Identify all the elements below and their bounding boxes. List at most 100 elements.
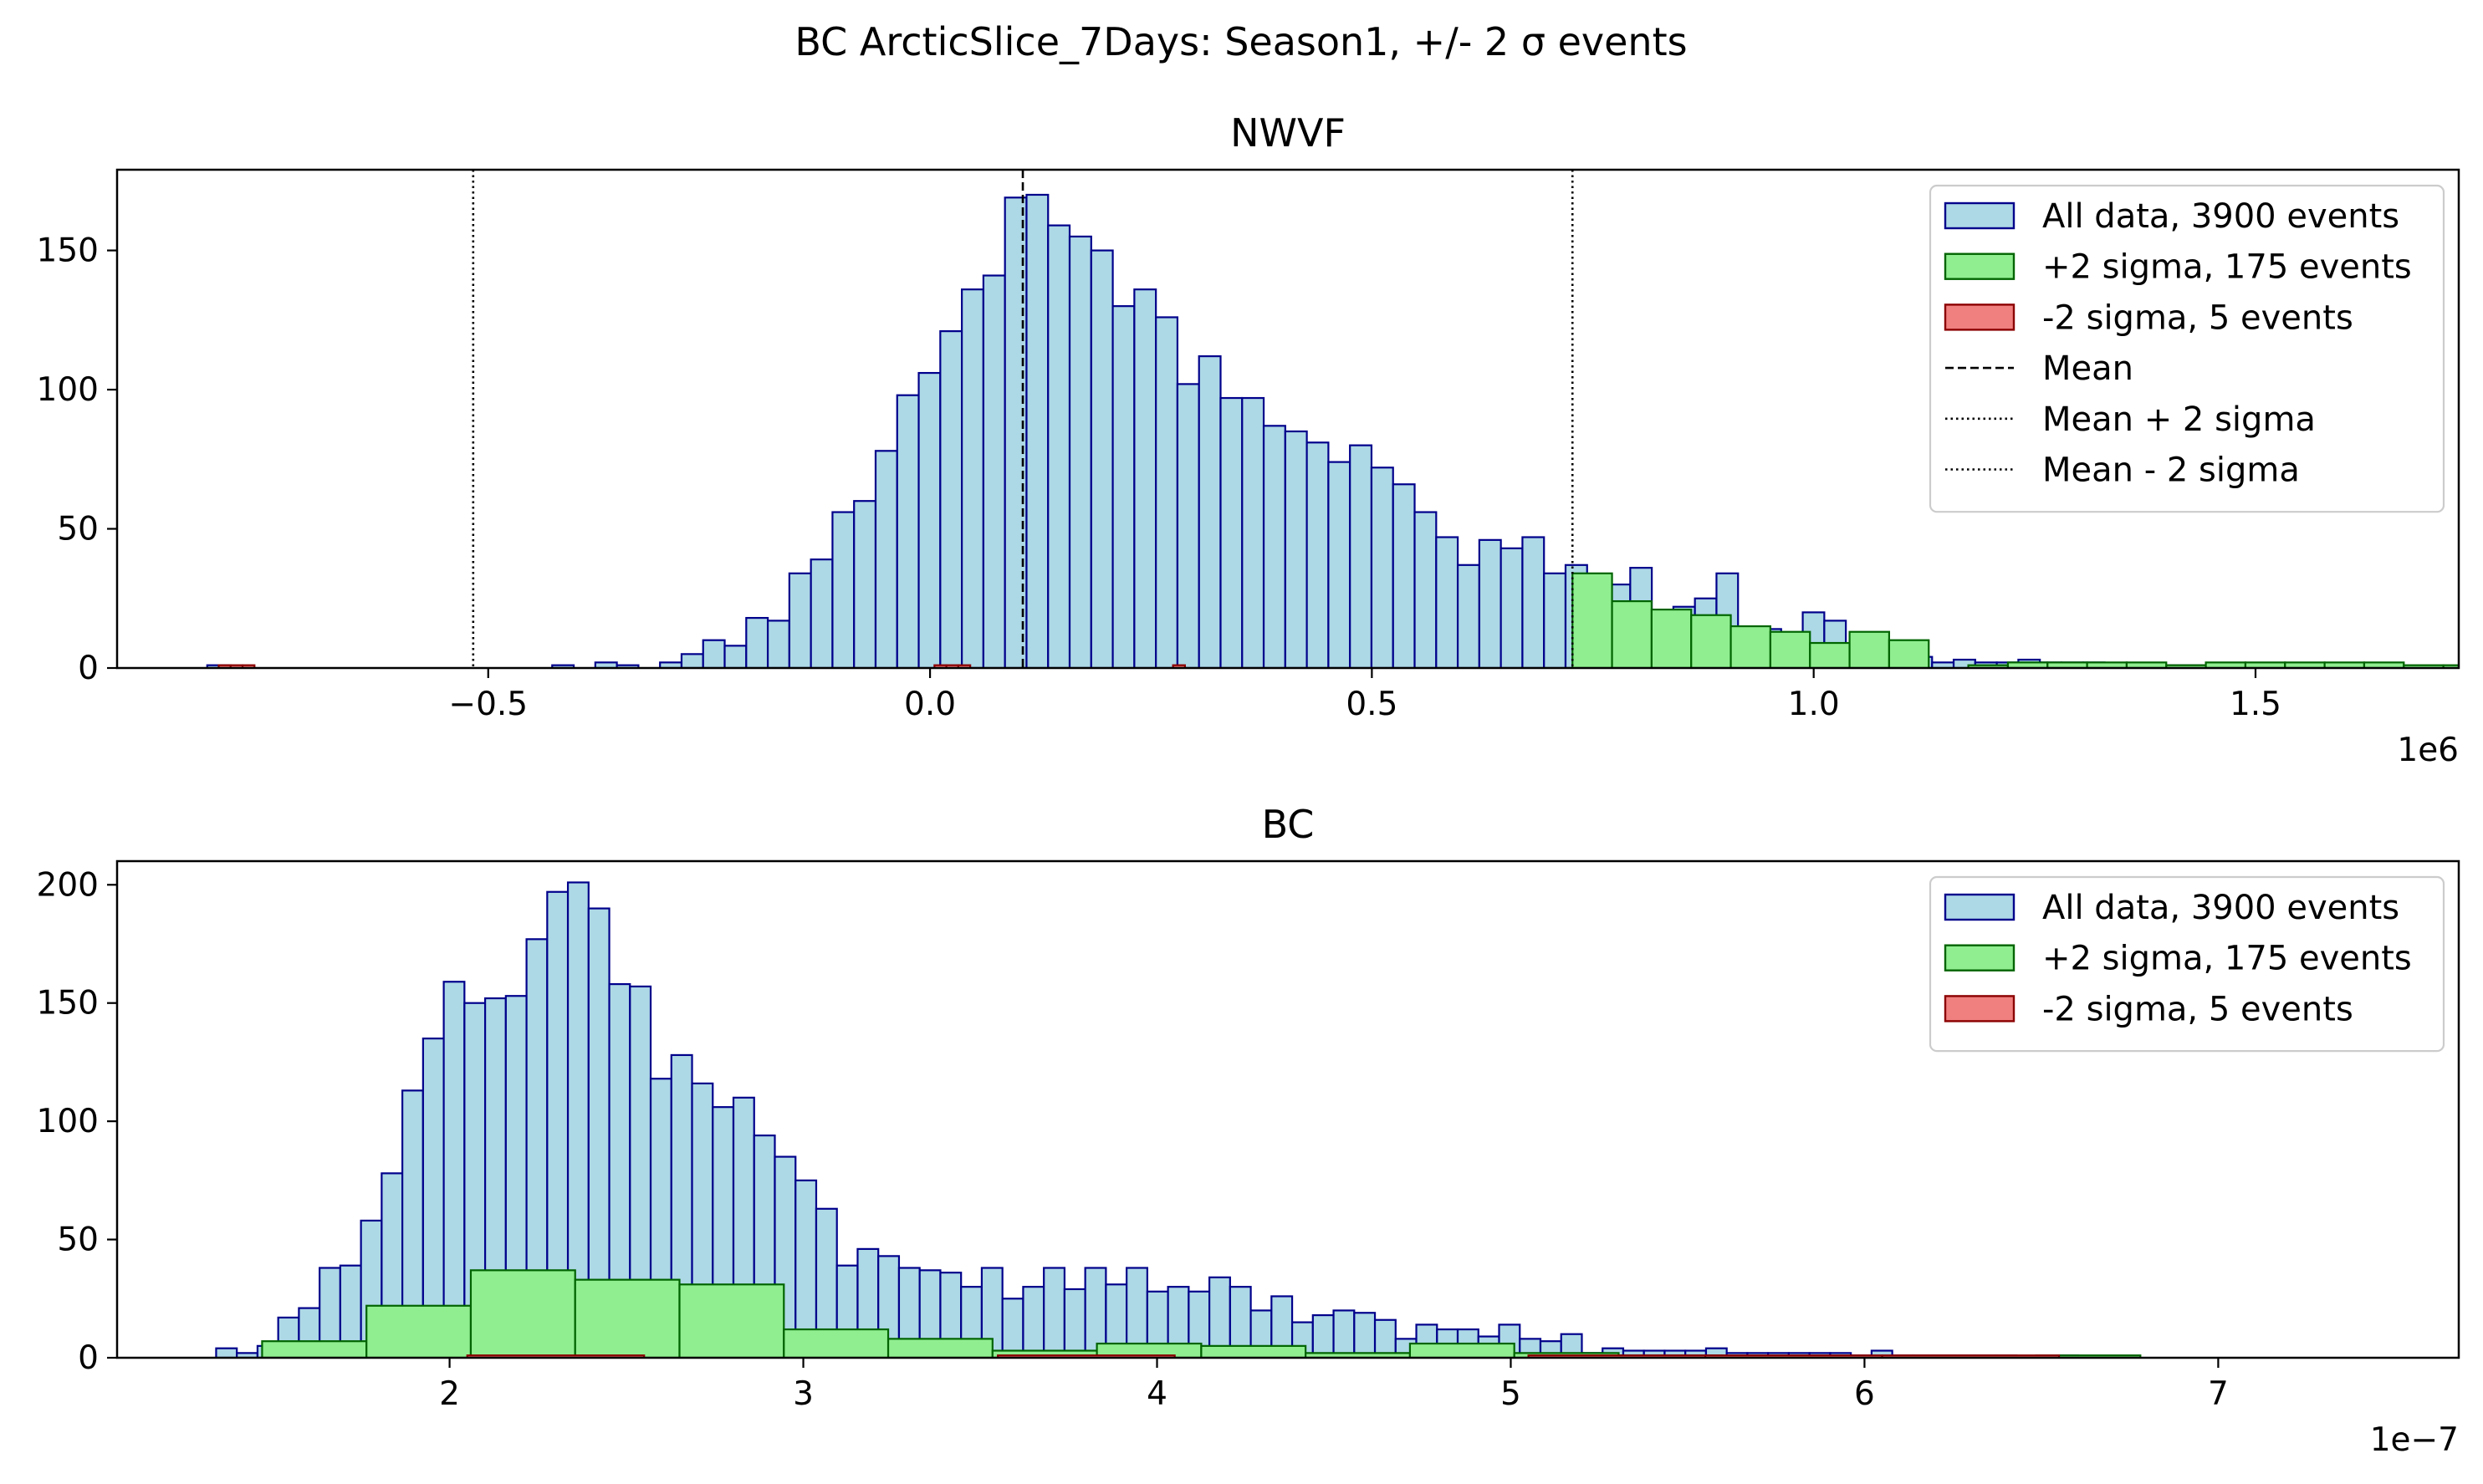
axes-frame-bc [115, 859, 2460, 1359]
histogram-bar-plus2sigma [783, 1328, 890, 1358]
histogram-bar-all-data [1305, 441, 1330, 668]
histogram-bar-all-data [831, 511, 856, 668]
x-tick-label: 5 [1500, 1375, 1521, 1413]
legend-nwvf: All data, 3900 events +2 sigma, 175 event… [1929, 184, 2445, 513]
histogram-bar-plus2sigma [261, 1340, 368, 1358]
legend-label: Mean + 2 sigma [2042, 400, 2316, 439]
y-tick-label: 50 [57, 511, 99, 548]
histogram-bar-plus2sigma [1571, 572, 1613, 668]
histogram-bar-all-data [1456, 564, 1480, 668]
x-tick-label: 3 [793, 1375, 814, 1413]
x-offset-label-nwvf: 1e6 [2397, 732, 2459, 769]
histogram-bar-plus2sigma [2442, 664, 2459, 668]
plot-area-bc [215, 881, 2142, 1358]
histogram-bar-all-data [1176, 383, 1200, 668]
histogram-bar-all-data [1111, 305, 1136, 668]
x-tick-label: 4 [1147, 1375, 1167, 1413]
x-ticks-nwvf: −0.5 0.0 0.5 1.0 1.5 [448, 668, 2281, 723]
histogram-bar-plus2sigma [678, 1283, 785, 1358]
histogram-bar-all-data [1047, 224, 1071, 668]
histogram-bar-all-data [1521, 536, 1545, 668]
histogram-bar-all-data [874, 450, 898, 668]
panel-title-bc: BC [1262, 802, 1315, 847]
histogram-bar-all-data [1022, 1286, 1045, 1358]
y-tick-label: 100 [37, 371, 99, 409]
y-tick-label: 50 [57, 1221, 99, 1259]
y-ticks-nwvf: 0 50 100 150 [37, 232, 117, 687]
figure-title: BC ArcticSlice_7Days: Season1, +/- 2 σ e… [794, 19, 1687, 64]
bars-minus2sigma-bc [466, 1354, 2061, 1358]
histogram-bar-plus2sigma [1611, 599, 1653, 668]
histogram-bar-minus2sigma [997, 1354, 1176, 1358]
histogram-bar-all-data [680, 653, 704, 668]
histogram-bar-plus2sigma [1769, 630, 1811, 668]
x-tick-label: 6 [1854, 1375, 1875, 1413]
y-ticks-bc: 0 50 100 150 200 [37, 866, 117, 1377]
panel-nwvf: NWVF −0.5 0.0 0.5 1.0 1.5 0 50 100 150 1e6 All … [37, 110, 2460, 769]
histogram-bar-plus2sigma [1729, 625, 1772, 668]
histogram-bar-all-data [1373, 1318, 1397, 1358]
x-offset-label-bc: 1e−7 [2370, 1421, 2459, 1459]
histogram-bar-plus2sigma [1690, 614, 1732, 668]
histogram-bar-all-data [982, 274, 1006, 668]
x-tick-label: 7 [2208, 1375, 2229, 1413]
histogram-bar-all-data [1090, 249, 1114, 668]
histogram-bar-all-data [702, 639, 726, 668]
histogram-bar-all-data [1435, 536, 1459, 668]
histogram-bar-all-data [1349, 444, 1373, 668]
legend-swatch [1944, 303, 2016, 331]
histogram-bar-all-data [1219, 396, 1244, 668]
histogram-bar-all-data [1068, 235, 1092, 668]
legend-label: All data, 3900 events [2042, 197, 2399, 236]
histogram-bar-all-data [1413, 511, 1438, 668]
x-ticks-bc: 2 3 4 5 6 7 [439, 1358, 2229, 1413]
legend-frame [1929, 875, 2445, 1053]
legend-swatch [1944, 944, 2016, 971]
histogram-bar-all-data [1284, 430, 1308, 668]
histogram-bar-all-data [1043, 1267, 1066, 1358]
y-tick-label: 0 [78, 650, 99, 687]
histogram-bar-plus2sigma [1408, 1342, 1515, 1358]
histogram-bar-all-data [1155, 316, 1179, 668]
y-tick-label: 150 [37, 985, 99, 1022]
histogram-bar-minus2sigma [466, 1354, 646, 1358]
bars-minus2sigma-nwvf [217, 664, 1187, 668]
histogram-bar-plus2sigma [365, 1304, 473, 1358]
x-tick-label: −0.5 [448, 686, 528, 723]
histogram-bar-all-data [1241, 396, 1265, 668]
x-tick-label: 1.5 [2230, 686, 2281, 723]
histogram-bar-all-data [1543, 572, 1567, 668]
histogram-bar-plus2sigma [1848, 630, 1891, 668]
x-tick-label: 1.0 [1788, 686, 1840, 723]
histogram-bar-all-data [939, 330, 963, 668]
plot-area-nwvf [206, 170, 2459, 668]
axes-frame-nwvf [115, 168, 2460, 670]
histogram-bar-all-data [1353, 1312, 1377, 1358]
histogram-bar-all-data [442, 981, 466, 1358]
legend-swatch [1944, 252, 2016, 280]
legend-label: -2 sigma, 5 events [2042, 990, 2353, 1028]
y-tick-label: 200 [37, 866, 99, 904]
legend-label: +2 sigma, 175 events [2042, 940, 2412, 978]
bars-plus2sigma-nwvf [1571, 572, 2459, 668]
histogram-bar-all-data [766, 620, 790, 668]
panel-bc: BC 2 3 4 5 6 7 0 50 100 150 200 1e−7 All data, 39… [37, 802, 2460, 1459]
histogram-bar-plus2sigma [886, 1338, 994, 1358]
histogram-bar-all-data [788, 572, 812, 668]
histogram-bar-all-data [896, 394, 920, 668]
histogram-bar-all-data [1025, 193, 1050, 668]
legend-label: All data, 3900 events [2042, 889, 2399, 927]
histogram-bar-all-data [1392, 483, 1416, 668]
legend-label: Mean [2042, 349, 2133, 388]
histogram-bar-all-data [917, 371, 942, 668]
legend-label: +2 sigma, 175 events [2042, 248, 2412, 287]
y-tick-label: 100 [37, 1103, 99, 1140]
histogram-bar-all-data [1262, 425, 1286, 668]
histogram-bar-minus2sigma [1881, 1354, 2061, 1358]
histogram-bar-all-data [1311, 1313, 1335, 1358]
x-tick-label: 2 [439, 1375, 460, 1413]
histogram-bar-all-data [810, 558, 834, 668]
legend-swatch [1944, 995, 2016, 1022]
legend-label: Mean - 2 sigma [2042, 451, 2300, 490]
